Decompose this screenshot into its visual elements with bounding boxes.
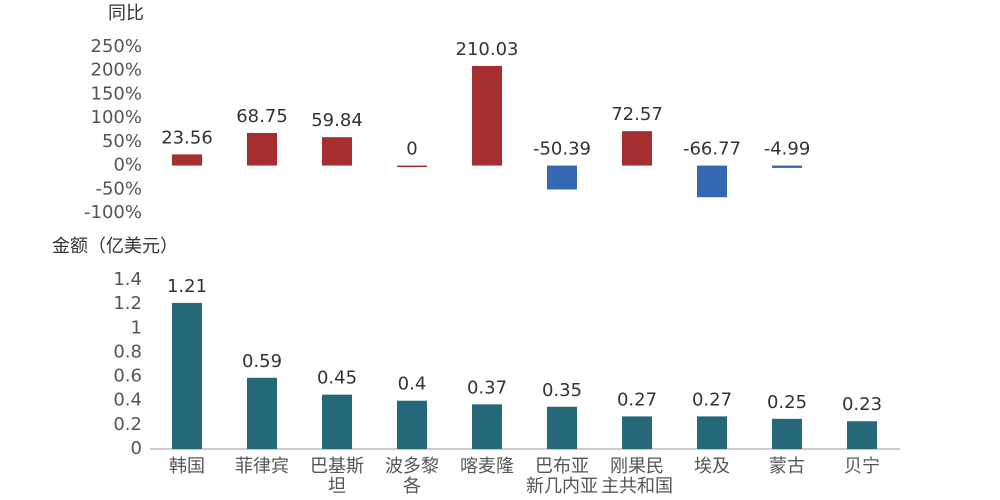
- y-tick-label: -50%: [95, 178, 142, 199]
- data-label: 0.35: [542, 380, 582, 401]
- data-label: 0: [406, 139, 417, 160]
- x-tick-label: 蒙古: [769, 456, 805, 477]
- y-tick-label: 0.8: [113, 341, 142, 362]
- bar: [772, 418, 802, 449]
- y-tick-label: -100%: [84, 202, 142, 223]
- bar: [847, 421, 877, 449]
- y-tick-label: 150%: [91, 83, 142, 104]
- x-tick-label: 巴基斯坦: [310, 456, 364, 497]
- y-axis-title: 同比: [108, 3, 144, 24]
- bar: [772, 165, 802, 168]
- y-tick-label: 200%: [91, 60, 142, 81]
- bar: [322, 137, 352, 166]
- data-label: 0.59: [242, 351, 282, 372]
- data-label: 59.84: [311, 110, 363, 131]
- y-tick-label: 250%: [91, 36, 142, 57]
- bar: [547, 406, 577, 449]
- bar: [322, 394, 352, 449]
- bar: [622, 131, 652, 166]
- data-label: 210.03: [456, 39, 519, 60]
- data-label: 23.56: [161, 127, 213, 148]
- data-label: 0.27: [692, 389, 732, 410]
- bar: [247, 132, 277, 166]
- bar: [172, 302, 202, 449]
- y-tick-label: 50%: [102, 131, 142, 152]
- y-tick-label: 0%: [113, 155, 142, 176]
- x-tick-label: 波多黎各: [385, 456, 439, 497]
- x-tick-label: 贝宁: [844, 456, 880, 477]
- bar: [697, 416, 727, 449]
- y-tick-label: 1.4: [113, 269, 142, 290]
- y-tick-label: 0.4: [113, 390, 142, 411]
- y-tick-label: 0.6: [113, 366, 142, 387]
- data-label: 0.37: [467, 377, 507, 398]
- data-label: -50.39: [533, 139, 591, 160]
- x-tick-label: 菲律宾: [235, 456, 289, 477]
- data-label: -4.99: [764, 139, 811, 160]
- data-label: 72.57: [611, 104, 663, 125]
- bar: [472, 404, 502, 449]
- data-label: -66.77: [683, 139, 741, 160]
- data-label: 68.75: [236, 106, 288, 127]
- y-tick-label: 0.2: [113, 414, 142, 435]
- data-label: 0.25: [767, 392, 807, 413]
- y-tick-label: 1.2: [113, 293, 142, 314]
- x-tick-label: 韩国: [169, 456, 205, 477]
- x-tick-label: 巴布亚新几内亚: [526, 456, 598, 497]
- bar: [547, 165, 577, 190]
- data-label: 0.27: [617, 389, 657, 410]
- bar: [172, 154, 202, 166]
- data-label: 0.45: [317, 368, 357, 389]
- bar: [697, 165, 727, 198]
- bar: [472, 65, 502, 166]
- bar: [622, 416, 652, 449]
- y-axis-title: 金额（亿美元）: [52, 236, 178, 257]
- bar: [397, 400, 427, 449]
- y-tick-label: 1: [131, 317, 142, 338]
- data-label: 0.23: [842, 394, 882, 415]
- bar: [247, 377, 277, 449]
- y-tick-label: 100%: [91, 107, 142, 128]
- x-tick-label: 刚果民主共和国: [601, 456, 673, 497]
- x-tick-label: 埃及: [694, 456, 730, 477]
- y-tick-label: 0: [131, 438, 142, 459]
- x-tick-label: 喀麦隆: [460, 456, 514, 477]
- data-label: 1.21: [167, 276, 207, 297]
- data-label: 0.4: [398, 374, 427, 395]
- bar: [397, 165, 427, 168]
